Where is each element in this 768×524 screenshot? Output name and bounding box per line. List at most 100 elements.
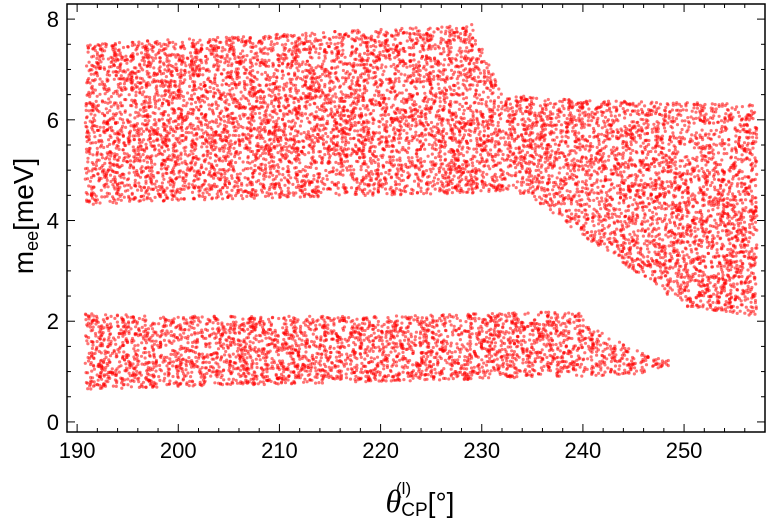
data-point [414, 63, 418, 67]
data-point [196, 41, 200, 45]
data-point [235, 120, 239, 124]
data-point [672, 144, 676, 148]
data-point [500, 177, 504, 181]
data-point [333, 183, 337, 187]
data-point [606, 248, 610, 252]
data-point [675, 241, 679, 245]
data-point [750, 247, 754, 251]
data-point [587, 204, 592, 208]
data-point [351, 75, 355, 79]
data-point [318, 129, 322, 133]
data-point [396, 137, 400, 141]
data-point [230, 188, 234, 192]
data-point [89, 86, 93, 90]
data-point [558, 166, 562, 170]
data-point [582, 215, 586, 219]
data-point [298, 64, 302, 68]
data-point [370, 34, 374, 38]
data-point [337, 32, 341, 37]
data-point [316, 64, 320, 68]
data-point [114, 146, 118, 150]
data-point [291, 182, 295, 186]
data-point [677, 102, 682, 106]
data-point [712, 292, 716, 296]
data-point [461, 112, 466, 116]
data-point [356, 93, 360, 97]
data-point [117, 41, 122, 45]
data-point [461, 92, 465, 96]
data-point [489, 99, 493, 103]
data-point [510, 113, 514, 117]
data-point [708, 298, 712, 302]
data-point [303, 79, 308, 84]
data-point [657, 171, 661, 175]
data-point [413, 85, 417, 89]
data-point [481, 175, 486, 179]
data-point [710, 261, 714, 265]
data-point [716, 264, 720, 268]
data-point [735, 305, 739, 309]
data-point [451, 178, 455, 182]
data-point [91, 91, 95, 95]
data-point [122, 141, 126, 145]
data-point [111, 195, 115, 199]
data-point [628, 232, 632, 236]
data-point [552, 195, 557, 199]
data-point [534, 153, 539, 157]
data-point [358, 182, 362, 186]
data-point [229, 152, 233, 156]
data-point [481, 159, 485, 164]
data-point [278, 195, 282, 199]
data-point [286, 165, 290, 169]
data-point [549, 197, 553, 201]
data-point [439, 30, 443, 34]
data-point [714, 107, 718, 111]
data-point [211, 144, 215, 148]
data-point [85, 199, 89, 204]
data-point [380, 117, 384, 121]
data-point [108, 199, 112, 203]
data-point [649, 112, 654, 117]
data-point [728, 309, 732, 313]
data-point [720, 270, 725, 274]
data-point [122, 82, 126, 86]
data-point [696, 227, 700, 231]
data-point [358, 155, 362, 159]
data-point [287, 109, 291, 113]
data-point [404, 190, 408, 194]
data-point [274, 191, 278, 195]
data-point [99, 188, 103, 192]
data-point [514, 186, 518, 190]
data-point [501, 152, 505, 157]
data-point [366, 81, 370, 85]
data-point [165, 64, 170, 68]
data-point [476, 80, 480, 84]
data-point [427, 142, 431, 147]
data-point [307, 193, 311, 197]
data-point [308, 34, 312, 38]
data-point [263, 140, 267, 144]
data-point [151, 111, 155, 115]
data-point [362, 148, 366, 153]
data-point [86, 177, 90, 181]
data-point [578, 109, 582, 113]
data-point [320, 67, 324, 71]
data-point [363, 106, 367, 110]
data-point [424, 127, 428, 131]
data-point [167, 67, 171, 71]
data-point [366, 73, 370, 77]
data-point [299, 119, 304, 123]
data-point [170, 97, 174, 102]
data-point [190, 131, 194, 135]
data-point [636, 229, 640, 233]
data-point [706, 209, 711, 213]
data-point [701, 109, 705, 113]
data-point [294, 150, 298, 154]
data-point [216, 35, 220, 40]
data-point [735, 287, 739, 292]
data-point [90, 55, 94, 59]
data-point [164, 75, 168, 79]
data-point [266, 194, 270, 198]
data-point [645, 205, 649, 209]
data-point [694, 110, 698, 114]
